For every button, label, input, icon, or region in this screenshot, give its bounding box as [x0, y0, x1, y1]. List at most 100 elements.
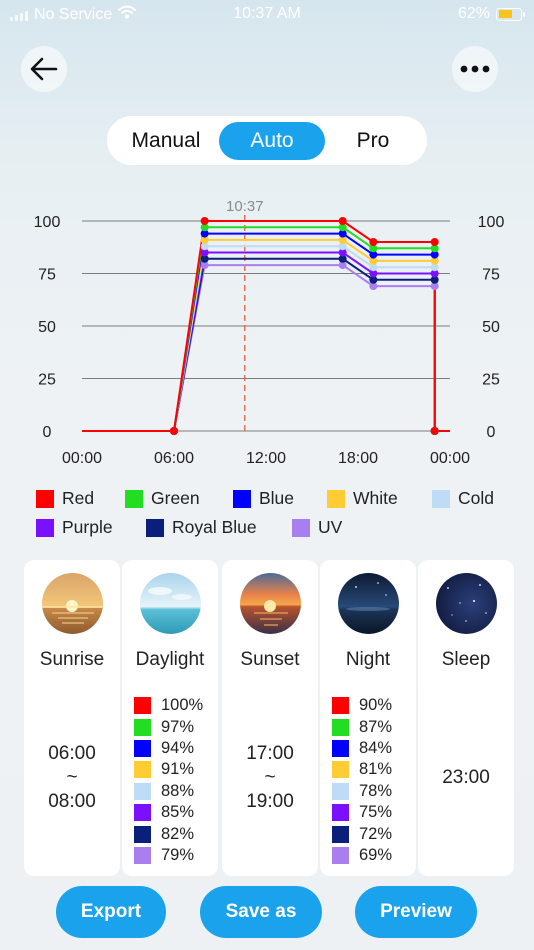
series-line-white: [82, 238, 450, 432]
channel-color-swatch: [332, 825, 349, 843]
series-point-green: [369, 244, 378, 253]
scene-time-end: 08:00: [48, 791, 96, 812]
series-point-royal-blue: [369, 275, 378, 284]
scene-title: Sunset: [240, 649, 300, 670]
channel-percent-row: 84%: [332, 738, 416, 759]
scene-card-daylight[interactable]: Daylight 100% 97% 94% 91% 88% 85% 82% 79%: [122, 560, 218, 876]
legend-item-blue: Blue: [233, 488, 294, 509]
channel-color-swatch: [332, 804, 349, 822]
channel-percent-value: 82%: [161, 824, 195, 843]
legend-label: Blue: [259, 488, 295, 508]
series-point-red: [430, 427, 439, 435]
signal-icon: [10, 9, 28, 21]
channel-percent-row: 90%: [332, 695, 416, 716]
y-tick-label-left: 75: [38, 267, 56, 284]
tab-manual[interactable]: Manual: [131, 128, 201, 152]
status-right: 62%: [458, 5, 525, 23]
legend-swatch-white: [327, 489, 345, 508]
legend-item-uv: UV: [292, 517, 342, 538]
y-tick-label-right: 75: [482, 267, 500, 284]
arrow-left-icon: [30, 57, 58, 81]
channel-percent-row: 69%: [332, 845, 416, 866]
channel-percent-value: 100%: [161, 696, 204, 715]
series-point-cold: [430, 263, 439, 272]
scene-title: Daylight: [135, 649, 205, 670]
series-point-cold: [369, 263, 378, 272]
channel-percent-row: 87%: [332, 716, 416, 737]
channel-color-swatch: [134, 782, 151, 800]
channel-percent-value: 78%: [359, 781, 393, 800]
series-point-green: [200, 223, 209, 232]
battery-icon: [496, 7, 525, 21]
legend-item-white: White: [327, 488, 398, 509]
series-point-uv: [338, 261, 347, 270]
channel-percent-value: 85%: [161, 803, 195, 822]
y-tick-label-right: 100: [478, 214, 505, 231]
series-line-red: [82, 220, 450, 432]
scene-title: Sleep: [441, 649, 491, 670]
channel-percent-row: 78%: [332, 781, 416, 802]
more-button[interactable]: [452, 46, 498, 92]
series-line-royal-blue: [82, 257, 450, 432]
legend-swatch-red: [36, 489, 54, 508]
series-point-red: [369, 238, 378, 246]
legend-label: Red: [62, 488, 95, 508]
legend-label: UV: [318, 517, 343, 537]
channel-percent-row: 97%: [134, 716, 218, 737]
channel-percent-row: 75%: [332, 802, 416, 823]
scene-time-end: 19:00: [246, 791, 294, 812]
series-point-white: [200, 235, 209, 244]
channel-percent-row: 94%: [134, 738, 218, 759]
channel-color-swatch: [332, 697, 349, 715]
scene-cards: Sunrise 06:00 ~ 08:00 Daylight 100% 97% 94…: [24, 560, 514, 876]
channel-percent-row: 85%: [134, 802, 218, 823]
series-point-red: [338, 217, 347, 225]
series-point-uv: [430, 282, 439, 291]
wifi-icon: [118, 5, 137, 24]
legend-swatch-blue: [233, 489, 251, 508]
channel-color-swatch: [134, 739, 151, 757]
export-button[interactable]: Export: [56, 886, 166, 938]
scene-title: Night: [345, 649, 391, 670]
series-point-royal-blue: [338, 254, 347, 263]
tab-pro[interactable]: Pro: [356, 128, 390, 152]
back-button[interactable]: [21, 46, 67, 92]
sunset-icon: [240, 573, 301, 634]
scene-time-start: 06:00: [48, 743, 96, 764]
carrier-label: No Service: [34, 5, 113, 23]
series-point-white: [430, 256, 439, 265]
channel-percent-list: 100% 97% 94% 91% 88% 85% 82% 79%: [134, 695, 218, 866]
series-point-red: [170, 427, 178, 435]
preview-button[interactable]: Preview: [355, 886, 477, 938]
scene-card-sunset[interactable]: Sunset 17:00 ~ 19:00: [222, 560, 318, 876]
legend-label: Royal Blue: [172, 517, 257, 537]
legend-label: Cold: [458, 488, 494, 508]
series-point-purple: [200, 248, 209, 257]
channel-color-swatch: [134, 825, 151, 843]
scene-card-night[interactable]: Night 90% 87% 84% 81% 78% 75% 72% 69%: [320, 560, 416, 876]
save-as-button[interactable]: Save as: [200, 886, 322, 938]
schedule-chart-svg: 100 100 75 75 50 50 25 25 0 0 00:00 06:00 12:00 18:00…: [34, 198, 505, 467]
scene-card-sleep[interactable]: Sleep 23:00: [418, 560, 514, 876]
scene-time-separator: ~: [66, 767, 78, 788]
more-horizontal-icon: [460, 65, 490, 73]
channel-percent-value: 69%: [359, 845, 393, 864]
y-tick-label-right: 50: [482, 319, 500, 336]
channel-percent-value: 91%: [161, 760, 195, 779]
channel-color-swatch: [332, 739, 349, 757]
channel-color-swatch: [134, 718, 151, 736]
tab-auto[interactable]: Auto: [219, 121, 325, 160]
series-point-purple: [338, 248, 347, 257]
scene-card-sunrise[interactable]: Sunrise 06:00 ~ 08:00: [24, 560, 120, 876]
daylight-icon: [140, 573, 201, 634]
channel-color-swatch: [134, 804, 151, 822]
legend-item-royal-blue: Royal Blue: [146, 517, 257, 538]
x-tick-label: 12:00: [246, 450, 286, 467]
status-bar: No Service 10:37 AM 62%: [0, 0, 534, 30]
legend-swatch-royal-blue: [146, 518, 164, 537]
chart-legend: Red Green Blue White Cold Purple Royal B…: [36, 486, 516, 546]
legend-swatch-uv: [292, 518, 310, 537]
status-left: No Service: [10, 5, 137, 24]
series-point-royal-blue: [430, 275, 439, 284]
channel-percent-value: 81%: [359, 760, 393, 779]
